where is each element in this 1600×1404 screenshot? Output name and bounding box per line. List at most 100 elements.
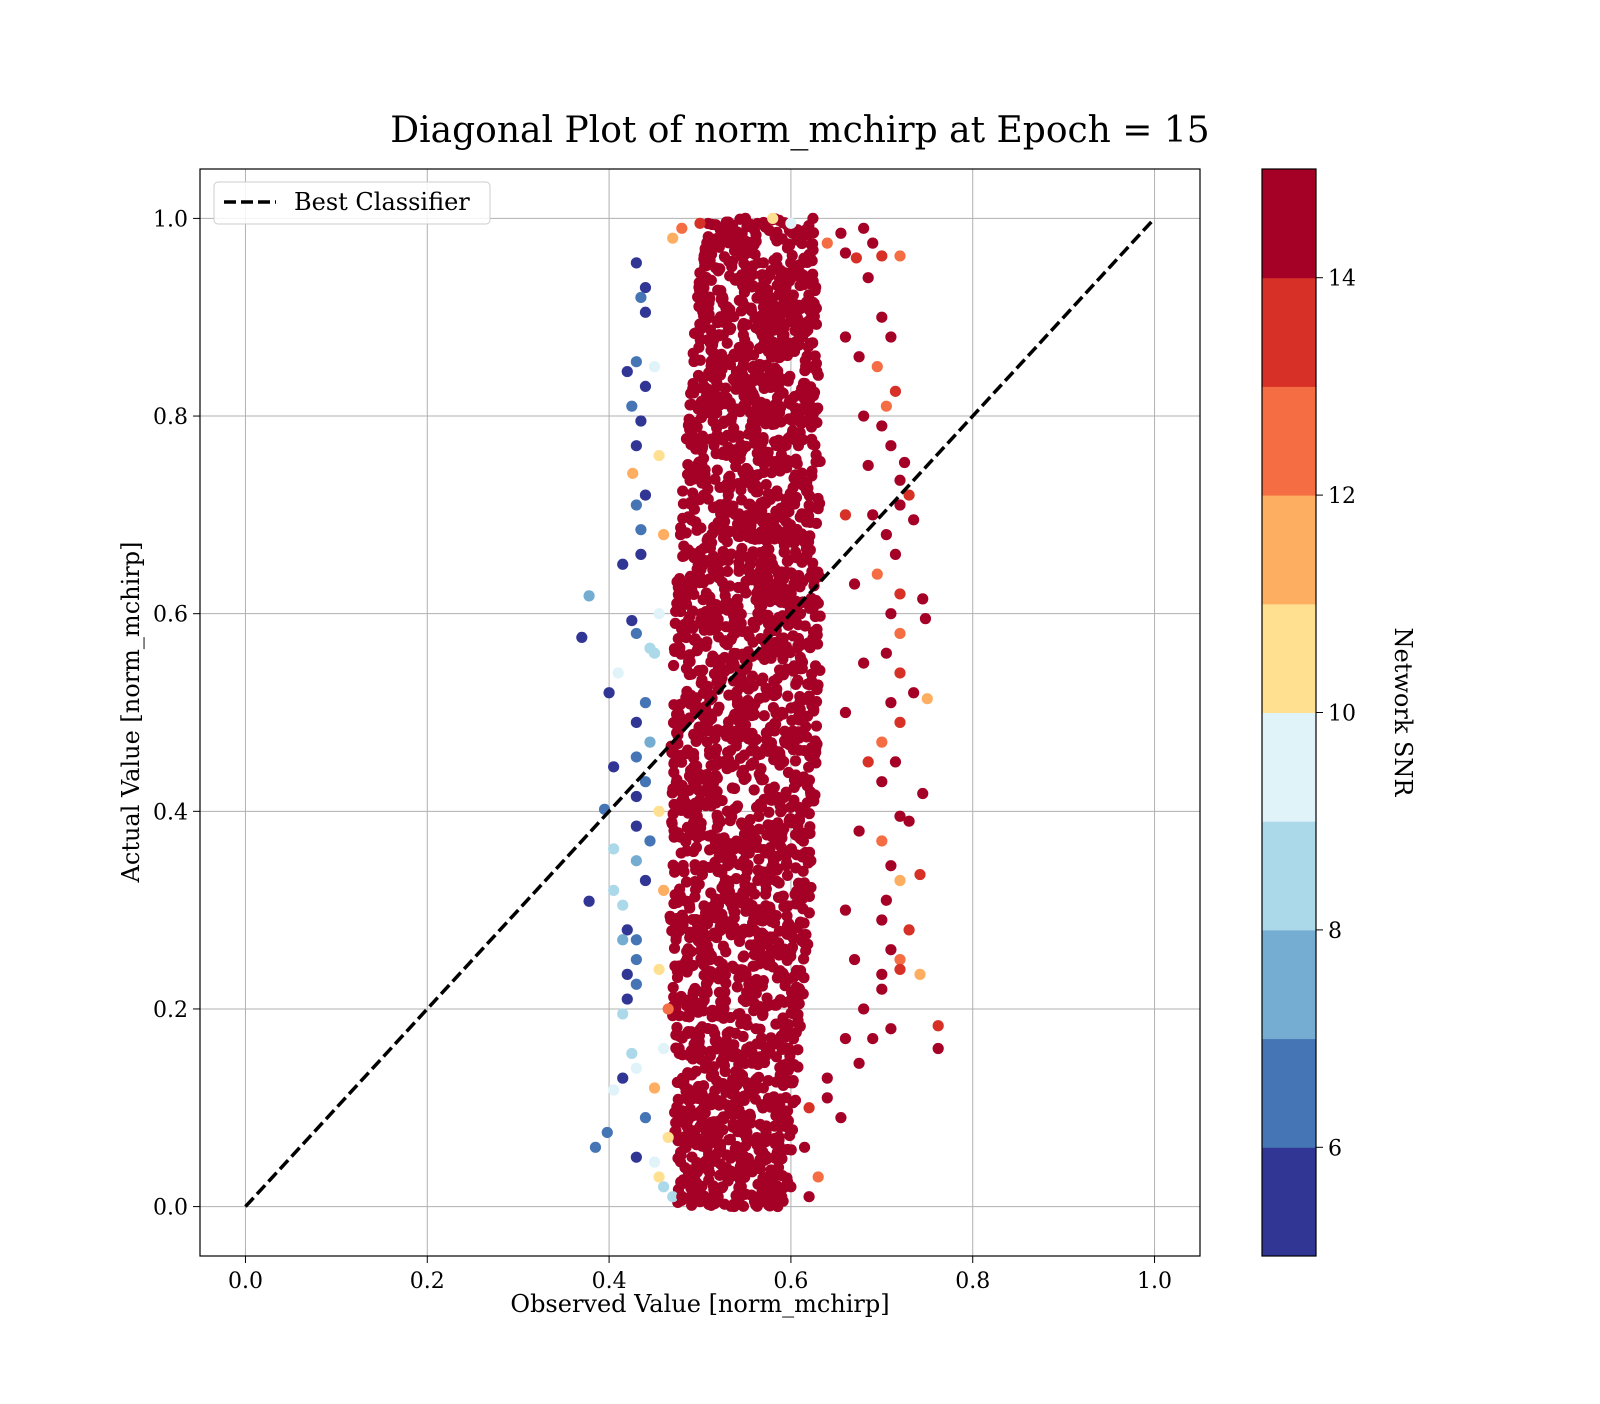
data-point <box>736 279 749 292</box>
data-point <box>894 627 906 640</box>
data-point <box>711 912 723 924</box>
data-point <box>731 1140 743 1153</box>
data-point <box>702 231 714 243</box>
data-point <box>744 498 756 510</box>
data-point <box>705 610 717 622</box>
data-point <box>839 247 852 259</box>
data-point <box>693 664 705 677</box>
data-point <box>770 1110 782 1122</box>
data-point <box>720 1038 732 1050</box>
data-point <box>675 1149 687 1161</box>
data-point <box>773 925 785 937</box>
data-point <box>768 533 781 545</box>
data-point <box>810 720 823 732</box>
data-point <box>709 1084 721 1097</box>
data-point <box>700 474 713 487</box>
data-point <box>748 960 761 972</box>
data-point <box>812 369 824 381</box>
data-point <box>707 842 720 855</box>
colorbar-label: Network SNR <box>1389 628 1417 798</box>
data-point <box>669 866 681 878</box>
legend-box <box>213 181 491 225</box>
data-point <box>714 224 726 236</box>
data-point <box>686 1069 698 1081</box>
data-point <box>603 687 615 699</box>
data-point <box>894 499 906 511</box>
data-point <box>756 376 769 388</box>
data-point <box>723 1134 735 1146</box>
data-point <box>908 514 920 526</box>
data-point <box>742 1079 754 1092</box>
data-point <box>681 685 693 698</box>
data-point <box>674 642 686 654</box>
data-point <box>697 594 709 606</box>
data-point <box>742 626 754 638</box>
data-point <box>812 1171 824 1183</box>
data-point <box>667 659 680 672</box>
data-point <box>773 746 785 758</box>
data-point <box>850 252 862 264</box>
data-point <box>621 365 633 378</box>
data-point <box>858 222 870 234</box>
data-point <box>691 919 704 931</box>
data-point <box>687 986 699 998</box>
data-point <box>639 776 652 788</box>
data-point <box>644 736 656 748</box>
data-point <box>713 1140 725 1152</box>
data-point <box>748 239 760 251</box>
data-point <box>821 1072 833 1084</box>
data-point <box>880 894 892 906</box>
data-point <box>630 257 642 269</box>
data-point <box>617 1072 629 1084</box>
data-point <box>748 907 760 919</box>
data-point <box>803 1102 815 1114</box>
colorbar-tick-label: 8 <box>1328 919 1342 944</box>
x-tick-label: 0.0 <box>228 1269 263 1294</box>
data-point <box>704 954 716 966</box>
data-point <box>701 918 714 930</box>
data-point <box>903 489 915 501</box>
data-point <box>748 433 761 445</box>
data-point <box>718 1198 731 1210</box>
data-point <box>723 506 736 518</box>
data-point <box>756 329 768 341</box>
data-point <box>903 924 915 936</box>
data-point <box>848 953 861 966</box>
data-point <box>711 407 723 419</box>
data-point <box>740 587 752 599</box>
data-point <box>765 737 778 749</box>
data-point <box>811 623 823 635</box>
data-point <box>756 1009 769 1022</box>
data-point <box>676 1072 689 1084</box>
data-point <box>621 924 633 936</box>
data-point <box>732 1072 744 1084</box>
data-point <box>712 558 724 570</box>
data-point <box>707 502 720 514</box>
data-point <box>685 1045 697 1057</box>
data-point <box>705 656 717 668</box>
data-point <box>876 250 888 262</box>
data-point <box>749 1093 762 1105</box>
data-point <box>692 1006 704 1018</box>
data-point <box>747 975 759 988</box>
data-point <box>711 809 723 821</box>
colorbar: 6 8 10 12 14 <box>1261 168 1356 1257</box>
data-point <box>694 333 706 345</box>
data-point <box>648 361 661 373</box>
data-point <box>627 467 639 479</box>
data-point <box>773 351 786 364</box>
data-point <box>630 751 642 763</box>
data-point <box>773 877 785 889</box>
data-point <box>744 558 757 570</box>
data-point <box>785 1181 797 1193</box>
data-point <box>653 1171 665 1183</box>
data-point <box>789 755 802 767</box>
data-point <box>692 1187 705 1199</box>
data-point <box>737 993 749 1006</box>
data-point <box>798 972 810 984</box>
data-point <box>662 1131 674 1144</box>
data-point <box>803 490 815 502</box>
y-tick-label: 0.0 <box>153 1196 188 1221</box>
data-point <box>721 337 733 349</box>
data-point <box>639 697 652 709</box>
